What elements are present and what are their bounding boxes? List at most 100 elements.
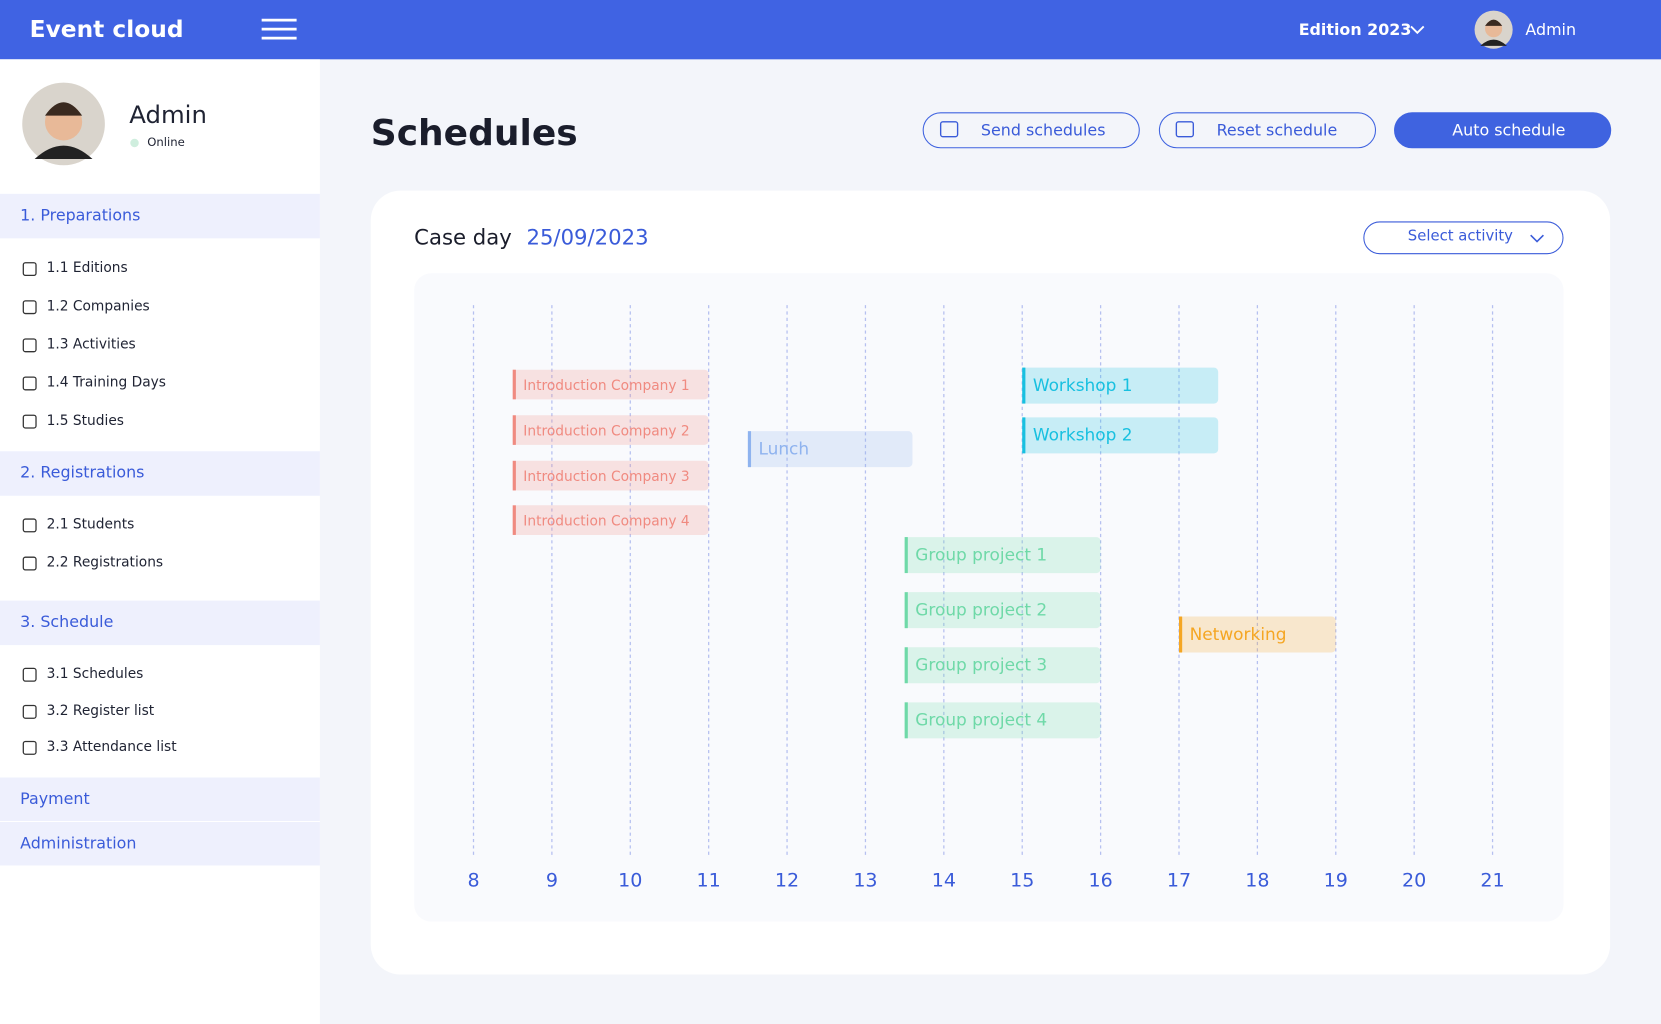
event-edge — [904, 592, 908, 629]
section-title[interactable]: 3. Schedule — [20, 612, 114, 632]
section-header — [0, 193, 320, 239]
section-title[interactable]: 1. Preparations — [20, 205, 141, 225]
menu-icon — [22, 740, 37, 755]
section-header — [0, 451, 320, 496]
x-tick-label: 13 — [853, 870, 877, 892]
button[interactable] — [1394, 112, 1612, 149]
menu-item[interactable]: 2.1 Students — [46, 516, 135, 533]
edition-select[interactable]: Edition 2023 — [1298, 20, 1412, 40]
event-label: Group project 1 — [915, 544, 1047, 564]
day-label: Case day — [414, 224, 512, 250]
x-tick-label: 9 — [546, 870, 558, 892]
chart-area — [414, 273, 1564, 922]
x-tick-label: 15 — [1010, 870, 1034, 892]
event-edge — [512, 415, 516, 445]
menu-item[interactable]: 3.1 Schedules — [46, 666, 144, 683]
menu-icon — [22, 518, 37, 533]
event-bar — [904, 647, 1101, 684]
user-name[interactable]: Admin — [1525, 20, 1577, 40]
event-edge — [512, 505, 516, 535]
menu-item[interactable]: 1.1 Editions — [46, 260, 128, 277]
button-label[interactable]: Send schedules — [980, 120, 1106, 140]
menu-item[interactable]: 1.2 Companies — [46, 298, 150, 315]
event-label: Introduction Company 2 — [523, 423, 689, 439]
section-title[interactable]: 2. Registrations — [20, 462, 145, 482]
x-tick-label: 16 — [1088, 870, 1112, 892]
day-date: 25/09/2023 — [526, 224, 649, 250]
event-bar — [747, 431, 913, 468]
event-bar — [904, 592, 1101, 629]
page-title: Schedules — [370, 112, 578, 155]
status-dot — [130, 138, 139, 148]
x-tick-label: 11 — [697, 870, 721, 892]
event-edge — [512, 460, 516, 491]
event-bar — [904, 537, 1101, 574]
avatar-body — [34, 145, 93, 160]
section-header — [0, 600, 320, 646]
menu-item[interactable]: 1.3 Activities — [46, 336, 136, 353]
menu-item[interactable]: 3.3 Attendance list — [46, 739, 177, 756]
menu-icon — [22, 556, 37, 571]
event-label: Networking — [1190, 624, 1287, 644]
event-bar — [1179, 616, 1336, 653]
event-bar — [1022, 417, 1219, 454]
activity-select[interactable] — [1363, 221, 1564, 255]
menu-item[interactable]: 1.5 Studies — [46, 413, 124, 430]
event-label: Group project 2 — [915, 599, 1047, 619]
event-bar — [512, 369, 709, 400]
x-tick-label: 19 — [1324, 870, 1348, 892]
avatar-hair — [1485, 19, 1503, 26]
menu-item[interactable]: 1.4 Training Days — [46, 374, 166, 391]
event-label: Introduction Company 1 — [523, 378, 689, 394]
collapsed-section — [0, 777, 320, 821]
avatar-body — [1480, 39, 1507, 46]
collapsed-title[interactable]: Payment — [20, 789, 90, 809]
event-edge — [512, 369, 516, 400]
event-label: Lunch — [758, 438, 809, 458]
activity-select-label[interactable]: Select activity — [1407, 227, 1513, 245]
menu-icon — [22, 338, 37, 353]
brand: Event cloud — [29, 16, 184, 44]
chevron — [1410, 25, 1425, 35]
avatar-hair — [44, 102, 83, 116]
event-edge — [1022, 417, 1026, 454]
menu-icon — [22, 300, 37, 315]
event-bar — [904, 702, 1101, 739]
event-edge — [904, 647, 908, 684]
event-edge — [904, 702, 908, 739]
menu-item[interactable]: 2.2 Registrations — [46, 555, 164, 571]
menu-icon — [22, 414, 37, 429]
event-bar — [512, 415, 709, 445]
x-tick-label: 10 — [618, 870, 642, 892]
menu-icon — [22, 262, 37, 277]
event-bar — [1022, 367, 1219, 404]
button-icon — [1175, 121, 1194, 138]
event-bar — [512, 460, 709, 491]
event-label: Workshop 2 — [1033, 425, 1133, 445]
menu-icon — [22, 667, 37, 682]
profile-status: Online — [147, 135, 185, 150]
collapsed-title[interactable]: Administration — [20, 833, 137, 853]
event-edge — [1179, 616, 1183, 653]
x-tick-label: 12 — [775, 870, 799, 892]
menu-item[interactable]: 3.2 Register list — [46, 703, 155, 720]
x-tick-label: 8 — [467, 870, 479, 892]
button[interactable] — [922, 112, 1140, 149]
button-label[interactable]: Reset schedule — [1216, 120, 1338, 140]
x-tick-label: 14 — [932, 870, 956, 892]
event-label: Group project 4 — [915, 710, 1047, 730]
event-edge — [1022, 367, 1026, 404]
event-label: Workshop 1 — [1033, 375, 1133, 395]
chevron — [1530, 234, 1544, 243]
button[interactable] — [1158, 112, 1376, 149]
x-tick-label: 20 — [1402, 870, 1426, 892]
button-label[interactable]: Auto schedule — [1452, 120, 1566, 140]
menu-icon — [22, 704, 37, 719]
x-tick-label: 21 — [1480, 870, 1504, 892]
event-label: Introduction Company 3 — [523, 469, 689, 485]
event-bar — [512, 505, 709, 535]
x-tick-label: 17 — [1167, 870, 1191, 892]
event-label: Introduction Company 4 — [523, 513, 689, 529]
